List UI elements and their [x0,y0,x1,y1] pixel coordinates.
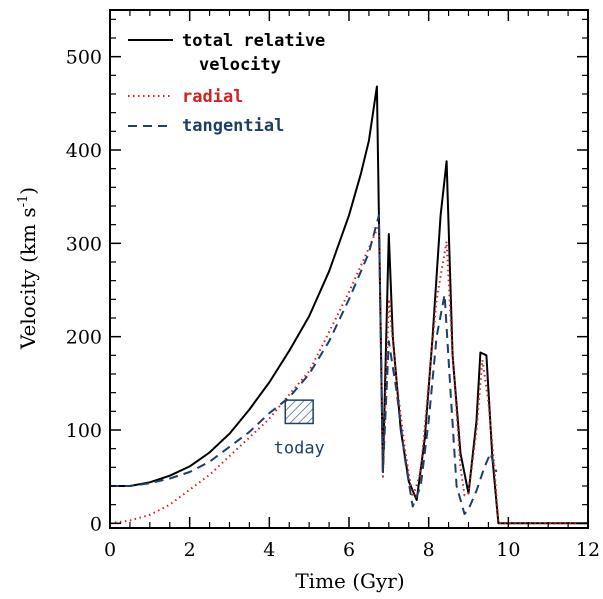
y-tick-label: 400 [66,140,102,162]
y-axis-title-main: Velocity (km s [16,207,40,350]
x-tick-label: 2 [184,539,196,561]
x-tick-label: 4 [263,539,275,561]
x-tick-label: 6 [343,539,355,561]
y-tick-label: 100 [66,420,102,442]
legend-label-total-line1: total relative [182,31,325,51]
legend: total relative velocity radial tangentia… [128,31,325,136]
x-tick-label: 12 [576,539,600,561]
series-line-radial [110,223,588,525]
axis-ticks [109,10,589,528]
legend-label-radial: radial [182,87,243,107]
y-axis-title-superscript: -1 [16,195,31,208]
x-tick-label: 8 [423,539,435,561]
x-tick-label: 10 [496,539,520,561]
series-layer [110,85,588,525]
today-marker-box [284,399,314,425]
today-annotation-label: today [274,438,325,458]
y-axis-title-close: ) [16,187,40,195]
y-tick-label: 500 [66,47,102,69]
y-tick-label: 200 [66,327,102,349]
x-tick-label: 0 [104,539,116,561]
series-line-total-relative-velocity [110,85,588,525]
legend-label-total-line2: velocity [199,55,281,75]
annotation-layer: today [274,399,325,458]
legend-label-tangential: tangential [182,116,284,136]
y-axis-title: Velocity (km s-1) [16,187,40,350]
y-tick-label: 300 [66,233,102,255]
series-line-tangential [110,214,498,515]
y-tick-label: 0 [90,513,102,535]
x-axis-title: Time (Gyr) [295,569,404,593]
axis-tick-labels: 0 2 4 6 8 10 12 0 100 200 300 400 500 [66,47,600,561]
